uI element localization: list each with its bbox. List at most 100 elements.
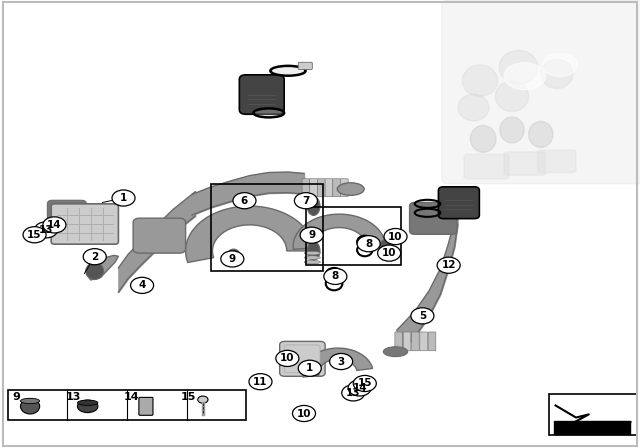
Ellipse shape (253, 108, 284, 117)
Ellipse shape (495, 81, 529, 112)
Circle shape (324, 268, 347, 284)
Ellipse shape (77, 400, 98, 405)
Ellipse shape (198, 396, 208, 403)
Text: 6: 6 (241, 196, 248, 206)
Text: 12: 12 (442, 260, 456, 270)
FancyBboxPatch shape (395, 332, 403, 351)
Circle shape (342, 385, 365, 401)
Ellipse shape (337, 183, 364, 195)
Text: 2: 2 (91, 252, 99, 262)
Circle shape (330, 353, 353, 370)
Text: 14: 14 (47, 220, 61, 230)
Circle shape (411, 308, 434, 324)
Circle shape (357, 236, 380, 252)
Ellipse shape (458, 94, 489, 121)
FancyBboxPatch shape (438, 187, 479, 219)
Text: 7: 7 (302, 196, 310, 206)
Ellipse shape (504, 63, 545, 90)
Ellipse shape (228, 249, 239, 259)
Text: 11: 11 (253, 377, 268, 387)
Text: 14: 14 (353, 383, 367, 393)
FancyBboxPatch shape (538, 150, 576, 172)
Bar (211, 184, 323, 271)
FancyBboxPatch shape (139, 397, 153, 415)
Circle shape (300, 227, 323, 243)
FancyBboxPatch shape (47, 200, 86, 237)
Text: 15: 15 (181, 392, 196, 402)
Ellipse shape (270, 66, 306, 76)
Ellipse shape (529, 121, 553, 147)
Text: 8: 8 (332, 271, 339, 281)
Circle shape (378, 245, 401, 261)
Text: 13: 13 (39, 225, 53, 235)
FancyBboxPatch shape (554, 421, 630, 434)
Circle shape (233, 193, 256, 209)
Ellipse shape (462, 65, 498, 96)
FancyBboxPatch shape (310, 179, 317, 197)
FancyBboxPatch shape (133, 218, 186, 253)
Text: 9: 9 (12, 392, 20, 402)
FancyBboxPatch shape (464, 154, 509, 179)
Ellipse shape (230, 251, 237, 257)
Text: 4: 4 (138, 280, 146, 290)
Ellipse shape (470, 125, 496, 152)
Circle shape (23, 227, 46, 243)
Text: 3: 3 (337, 357, 345, 366)
Text: 10: 10 (297, 409, 311, 418)
Bar (8, 390, 246, 420)
Text: 14: 14 (124, 392, 139, 402)
Bar (549, 394, 637, 435)
FancyBboxPatch shape (51, 204, 118, 244)
FancyBboxPatch shape (333, 179, 340, 197)
Circle shape (131, 277, 154, 293)
Ellipse shape (358, 379, 364, 384)
FancyBboxPatch shape (284, 345, 320, 373)
Ellipse shape (346, 388, 355, 396)
Text: 10: 10 (280, 353, 294, 363)
Ellipse shape (352, 383, 361, 391)
Circle shape (35, 222, 58, 238)
FancyBboxPatch shape (428, 332, 436, 351)
Ellipse shape (308, 228, 319, 237)
FancyBboxPatch shape (280, 341, 325, 376)
FancyBboxPatch shape (403, 332, 411, 351)
Ellipse shape (77, 400, 98, 413)
Ellipse shape (541, 60, 573, 89)
Circle shape (221, 251, 244, 267)
Text: 9: 9 (308, 230, 316, 240)
Circle shape (298, 360, 321, 376)
Text: 8: 8 (365, 239, 372, 249)
Text: 462340: 462340 (574, 423, 611, 433)
FancyBboxPatch shape (325, 179, 333, 197)
FancyBboxPatch shape (239, 75, 284, 114)
Text: 1: 1 (306, 363, 314, 373)
Ellipse shape (20, 399, 40, 414)
Ellipse shape (307, 197, 320, 215)
FancyBboxPatch shape (340, 179, 348, 197)
Ellipse shape (543, 53, 578, 77)
Text: 1: 1 (120, 193, 127, 203)
Ellipse shape (380, 240, 391, 253)
FancyBboxPatch shape (298, 62, 312, 69)
Circle shape (43, 217, 66, 233)
FancyBboxPatch shape (412, 332, 419, 351)
Circle shape (294, 193, 317, 209)
Text: 10: 10 (388, 232, 403, 241)
Ellipse shape (305, 260, 321, 264)
Circle shape (353, 375, 376, 392)
Ellipse shape (20, 398, 40, 404)
FancyBboxPatch shape (442, 0, 640, 184)
Text: 10: 10 (382, 248, 396, 258)
Circle shape (384, 228, 407, 245)
FancyBboxPatch shape (302, 179, 310, 197)
Text: 13: 13 (66, 392, 81, 402)
Circle shape (112, 190, 135, 206)
Polygon shape (86, 255, 118, 280)
Ellipse shape (383, 347, 408, 357)
Text: 13: 13 (346, 388, 360, 398)
Polygon shape (186, 206, 314, 263)
Ellipse shape (500, 117, 524, 143)
Bar (306, 207, 401, 265)
Ellipse shape (305, 256, 321, 259)
Ellipse shape (86, 263, 104, 280)
